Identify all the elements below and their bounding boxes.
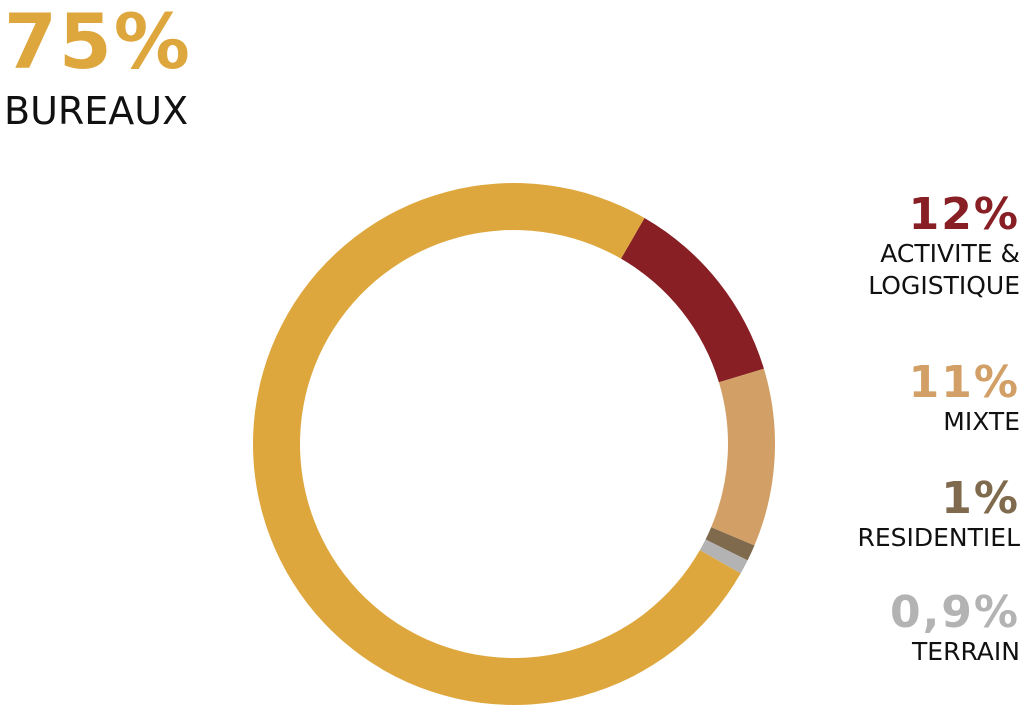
bureaux-label: BUREAUX — [4, 89, 189, 133]
residentiel-percent: 1% — [941, 473, 1020, 524]
legend-mixte: 11% MIXTE — [909, 360, 1020, 438]
donut-slice-residentiel — [705, 527, 755, 561]
activite-percent: 12% — [908, 189, 1020, 240]
legend-terrain: 0,9% TERRAIN — [890, 590, 1020, 668]
donut-slice-activite-logistique — [621, 217, 764, 383]
donut-slice-terrain — [699, 539, 748, 574]
bureaux-percent: 75% — [4, 0, 192, 86]
legend-residentiel: 1% RESIDENTIEL — [857, 476, 1020, 554]
activite-label-line2: LOGISTIQUE — [868, 271, 1020, 300]
donut-slice-mixte — [711, 368, 775, 546]
residentiel-label: RESIDENTIEL — [857, 523, 1020, 552]
activite-label-line1: ACTIVITE & — [880, 239, 1020, 268]
mixte-percent: 11% — [908, 357, 1020, 408]
mixte-label: MIXTE — [943, 407, 1020, 436]
terrain-percent: 0,9% — [889, 587, 1020, 638]
legend-activite: 12% ACTIVITE & LOGISTIQUE — [868, 192, 1020, 302]
terrain-label: TERRAIN — [912, 637, 1020, 666]
